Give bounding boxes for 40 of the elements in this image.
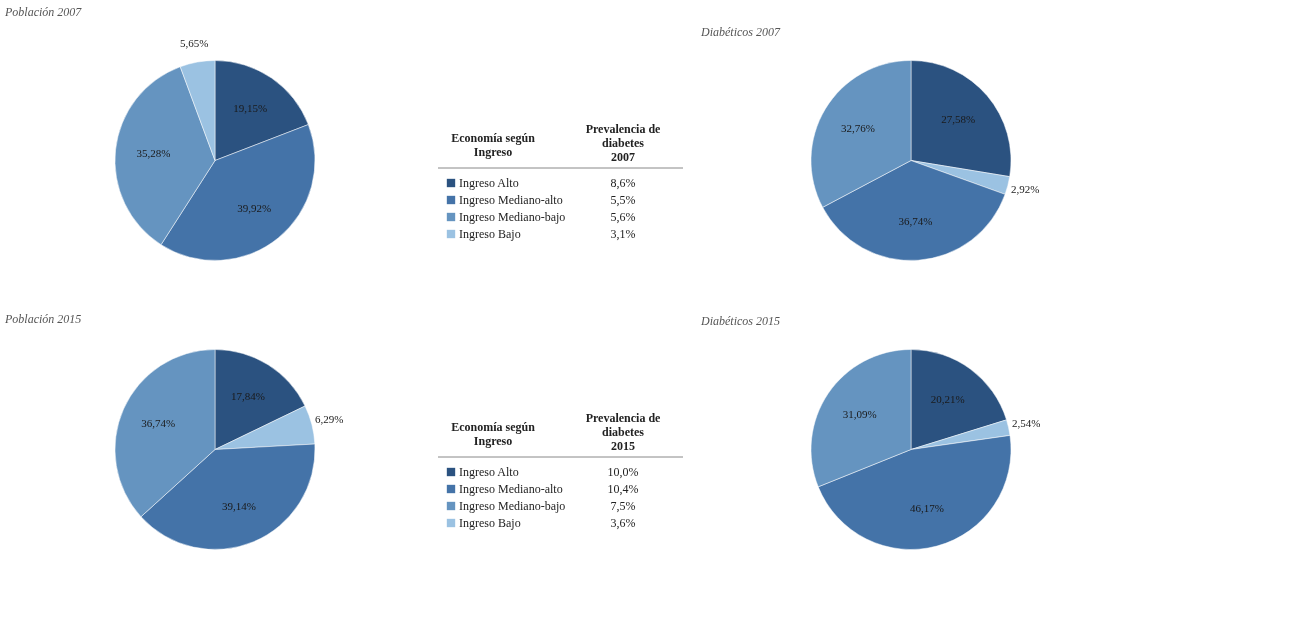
data-label: 46,17% xyxy=(910,502,945,515)
data-label: 5,65% xyxy=(179,37,209,50)
chart-title: Diabéticos 2007 xyxy=(700,25,781,39)
category-label: Ingreso Mediano-bajo xyxy=(459,499,566,513)
chart-title: Población 2015 xyxy=(4,312,82,326)
data-label: 20,21% xyxy=(930,392,965,405)
text: 5,5% xyxy=(610,193,636,207)
category-label: Ingreso Mediano-alto xyxy=(459,193,563,207)
data-label: 36,74% xyxy=(141,417,176,430)
text: Economía según Ingreso xyxy=(451,420,536,448)
text: Prevalencia de diabetes 2007 xyxy=(585,122,662,164)
data-label: 39,14% xyxy=(221,499,256,512)
category-label: Ingreso Alto xyxy=(459,176,519,190)
category-label: Ingreso Alto xyxy=(459,465,519,479)
data-label: 31,09% xyxy=(842,407,877,420)
data-label: 27,58% xyxy=(941,113,976,126)
data-label: 17,84% xyxy=(230,389,265,402)
data-label: 32,76% xyxy=(840,121,875,134)
text: Prevalencia de diabetes 2015 xyxy=(585,411,662,453)
text: 7,5% xyxy=(610,499,636,513)
text: 10,4% xyxy=(607,482,639,496)
chart-title: Diabéticos 2015 xyxy=(700,314,780,328)
text: Economía según Ingreso xyxy=(451,131,536,159)
text: 3,1% xyxy=(610,227,636,241)
data-label: 36,74% xyxy=(898,215,933,228)
text: 3,6% xyxy=(610,516,636,530)
category-label: Ingreso Mediano-bajo xyxy=(459,210,566,224)
data-label: 2,92% xyxy=(1011,183,1040,196)
category-label: Ingreso Mediano-alto xyxy=(459,482,563,496)
data-label: 39,92% xyxy=(237,201,272,214)
text: 10,0% xyxy=(607,465,639,479)
data-label: 6,29% xyxy=(315,413,344,426)
category-label: Ingreso Bajo xyxy=(459,516,521,530)
data-label: 35,28% xyxy=(136,146,171,159)
data-label: 2,54% xyxy=(1011,416,1041,429)
chart-title: Población 2007 xyxy=(4,4,83,19)
text: 5,6% xyxy=(610,210,636,224)
category-label: Ingreso Bajo xyxy=(459,227,521,241)
text: 8,6% xyxy=(610,176,636,190)
data-label: 19,15% xyxy=(233,102,268,115)
